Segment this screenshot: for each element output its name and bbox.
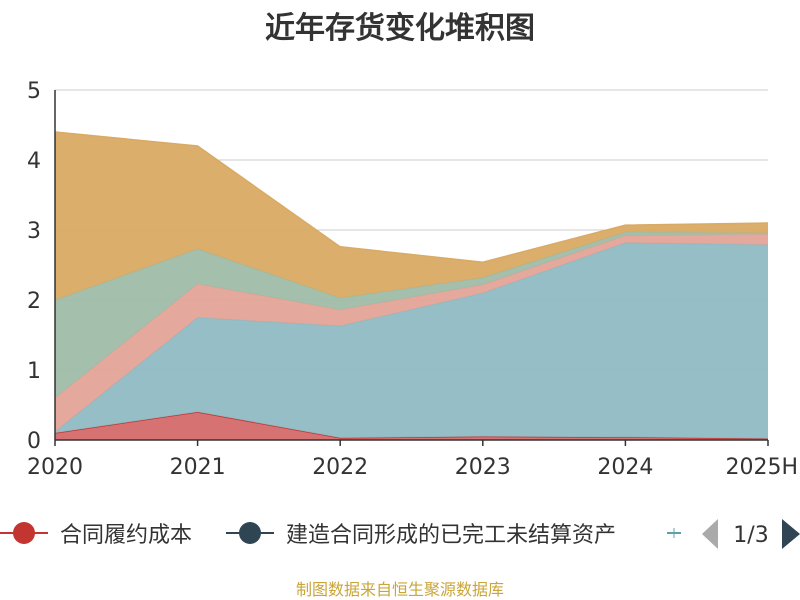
y-tick-label-5: 5 — [27, 79, 41, 104]
legend-page-indicator: 1/3 — [733, 523, 768, 548]
legend-prev-page-icon[interactable] — [702, 519, 718, 549]
x-tick-label-3: 2023 — [455, 455, 511, 480]
area-series-group — [54, 131, 769, 440]
x-tick-label-0: 2020 — [27, 455, 83, 480]
y-tick-label-1: 1 — [27, 359, 41, 384]
data-source-note: 制图数据来自恒生聚源数据库 — [296, 580, 504, 599]
y-tick-label-2: 2 — [27, 289, 41, 314]
y-tick-label-3: 3 — [27, 219, 41, 244]
legend-next-page-icon[interactable] — [782, 519, 800, 549]
legend-item-2[interactable]: 建造合同形成的已完工未结算资产 — [286, 523, 616, 548]
legend-item-1[interactable]: 合同履约成本 — [60, 523, 192, 548]
y-tick-label-0: 0 — [27, 429, 41, 454]
x-tick-label-5: 2025H — [725, 455, 798, 480]
legend-marker-2[interactable] — [239, 522, 261, 544]
x-tick-label-1: 2021 — [170, 455, 226, 480]
legend-marker-1[interactable] — [13, 522, 35, 544]
axes — [54, 90, 769, 446]
area-series-5-edge — [54, 131, 769, 263]
x-tick-label-4: 2024 — [597, 455, 653, 480]
chart-title: 近年存货变化堆积图 — [265, 11, 535, 46]
area-series-4 — [55, 232, 768, 398]
legend: 合同履约成本 建造合同形成的已完工未结算资产 1/3 — [0, 519, 800, 549]
y-tick-label-4: 4 — [27, 149, 41, 174]
x-tick-label-2: 2022 — [312, 455, 368, 480]
area-series-5 — [55, 132, 768, 300]
area-series-2 — [55, 242, 768, 439]
tick-labels: 0 1 2 3 4 5 2020 2021 2022 2023 2024 2025H — [27, 79, 798, 480]
